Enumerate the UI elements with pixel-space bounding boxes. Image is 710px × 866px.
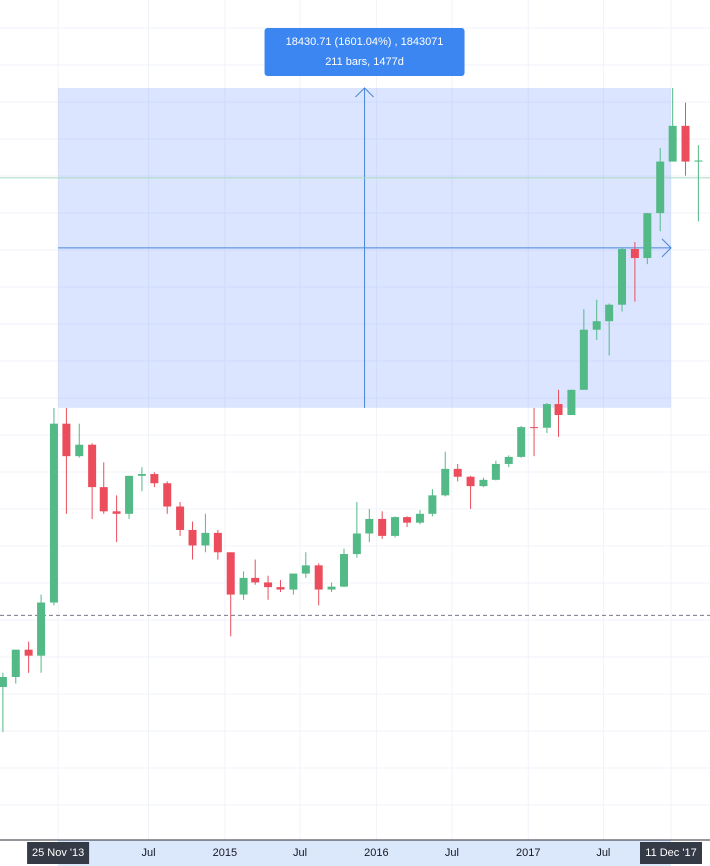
candle-body [125,475,134,514]
candle-body [239,577,248,595]
candle-body [630,249,639,259]
candle-body [504,456,513,464]
candle-body [554,404,563,416]
candle-body [99,487,108,512]
x-tick-label: Jul [293,847,307,859]
x-tick-label: 2017 [516,847,540,859]
candle-body [327,586,336,590]
candle-body [0,676,7,687]
candle-body [226,552,235,595]
candle-body [213,532,222,553]
candle-body [428,495,437,514]
candle-body [75,444,84,457]
candle-body [62,423,71,457]
candle-body [681,125,690,162]
candle-body [365,518,374,534]
measure-arrowhead [661,238,672,258]
x-tick-highlight [27,842,90,864]
candle-body [415,513,424,523]
candle-body [188,529,197,546]
candle-body [491,463,500,480]
candle-body [289,573,298,590]
measure-label: 18430.71 (1601.04%) , 1843071 [286,36,444,48]
candle-body [441,468,450,496]
candle-body [517,427,526,457]
candle-body [352,533,361,555]
candle-body [391,517,400,536]
candle-body [112,511,121,514]
candle-body [264,582,273,588]
candle-body [163,483,172,507]
candle-body [314,565,323,590]
candle-body [137,474,146,476]
candle-body [201,532,210,546]
x-tick-label: 25 Nov '13 [32,847,84,859]
measure-label-box [264,27,465,76]
x-tick-label: Jul [142,847,156,859]
candle-body [466,476,475,487]
candle-body [340,554,349,587]
candle-body [24,649,33,656]
candle-body [668,125,677,162]
candle-body [579,329,588,390]
x-tick-label: 2015 [213,847,237,859]
candle-body [150,474,159,484]
candle-body [618,249,627,305]
candle-body [301,565,310,574]
candle-body [479,479,488,487]
candle-body [176,506,185,530]
candle-body [378,518,387,536]
x-tick-label: 2016 [364,847,388,859]
candle-body [49,423,58,603]
x-axis-range [58,840,671,866]
candle-body [694,160,703,162]
candle-body [403,517,412,523]
candle-body [251,577,260,583]
candle-body [453,468,462,477]
x-tick-label: Jul [596,847,610,859]
candle-body [37,602,46,656]
candle-body [276,587,285,590]
candle-body [643,213,652,259]
measure-arrowhead [355,87,374,98]
x-tick-label: Jul [445,847,459,859]
candle-body [592,321,601,330]
x-tick-label: 11 Dec '17 [645,847,696,859]
candle-body [11,649,20,677]
measure-label: 211 bars, 1477d [325,56,404,68]
x-tick-highlight [639,842,702,864]
candle-body [605,304,614,322]
candle-body [530,427,539,429]
candle-body [88,444,97,488]
candle-body [567,389,576,416]
candle-body [542,404,551,428]
candle-body [656,161,665,214]
